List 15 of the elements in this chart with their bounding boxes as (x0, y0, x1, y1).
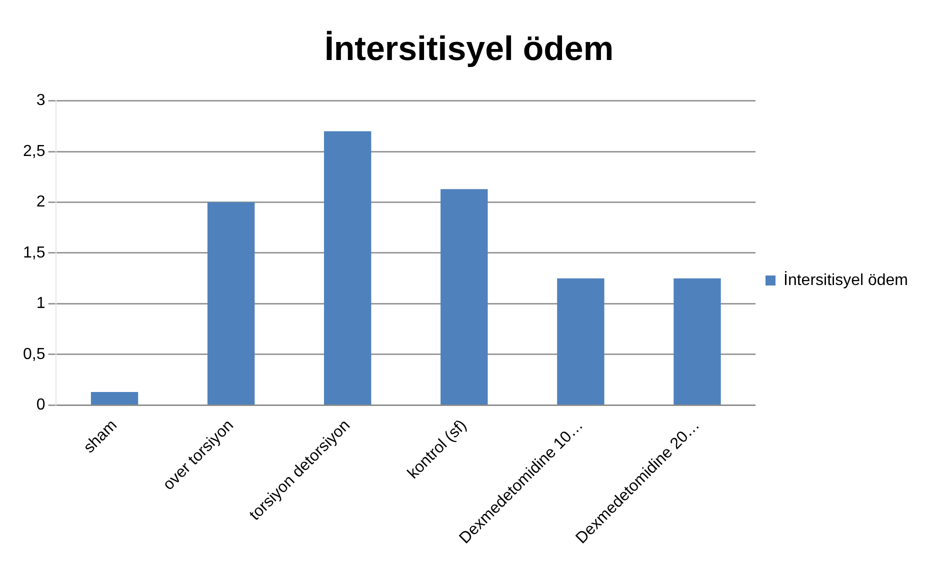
y-tick-label: 2,5 (22, 142, 46, 160)
legend-label: İntersitisyel ödem (784, 270, 908, 289)
y-tick-label: 1 (36, 295, 46, 312)
bar (440, 189, 488, 404)
y-tick-label: 0,5 (22, 346, 46, 363)
bar (207, 202, 255, 404)
y-tick-label: 3 (36, 92, 46, 110)
y-tick-label: 0 (36, 396, 46, 414)
y-tick-label: 2 (36, 194, 46, 211)
bar (90, 392, 138, 404)
bar (324, 131, 372, 404)
chart-title: İntersitisyel ödem (324, 30, 614, 68)
bar (674, 278, 721, 404)
bar (557, 278, 604, 404)
y-tick-label: 1,5 (22, 244, 46, 262)
